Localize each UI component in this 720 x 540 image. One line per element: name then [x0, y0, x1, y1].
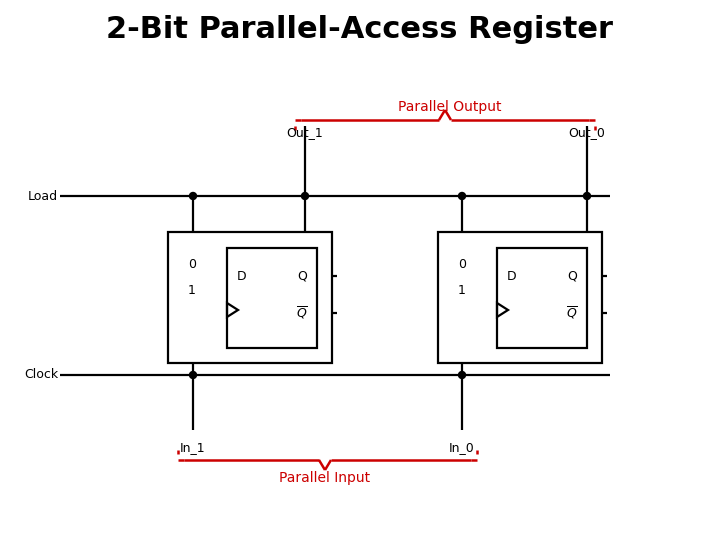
Circle shape	[189, 372, 197, 379]
Text: Clock: Clock	[24, 368, 58, 381]
Bar	[227, 248, 317, 348]
Text: 2-Bit Parallel-Access Register: 2-Bit Parallel-Access Register	[107, 16, 613, 44]
Text: In_0: In_0	[449, 442, 475, 455]
Text: Out_1: Out_1	[287, 126, 323, 139]
Circle shape	[189, 192, 197, 199]
Circle shape	[583, 192, 590, 199]
Bar	[168, 232, 332, 363]
Bar	[497, 248, 587, 348]
Text: D: D	[237, 269, 247, 282]
Text: $\overline{Q}$: $\overline{Q}$	[566, 305, 578, 321]
Text: 0: 0	[188, 258, 196, 271]
Text: Q: Q	[297, 269, 307, 282]
Text: Parallel Input: Parallel Input	[279, 471, 371, 485]
Bar	[438, 232, 602, 363]
Circle shape	[302, 192, 308, 199]
Circle shape	[459, 372, 466, 379]
Text: Load: Load	[28, 190, 58, 202]
Text: Out_0: Out_0	[569, 126, 606, 139]
Text: Q: Q	[567, 269, 577, 282]
Circle shape	[459, 192, 466, 199]
Text: 1: 1	[188, 284, 196, 296]
Text: 1: 1	[458, 284, 466, 296]
Text: $\overline{Q}$: $\overline{Q}$	[296, 305, 308, 321]
Text: D: D	[507, 269, 517, 282]
Text: Parallel Output: Parallel Output	[398, 100, 502, 114]
Text: 0: 0	[458, 258, 466, 271]
Text: In_1: In_1	[180, 442, 206, 455]
